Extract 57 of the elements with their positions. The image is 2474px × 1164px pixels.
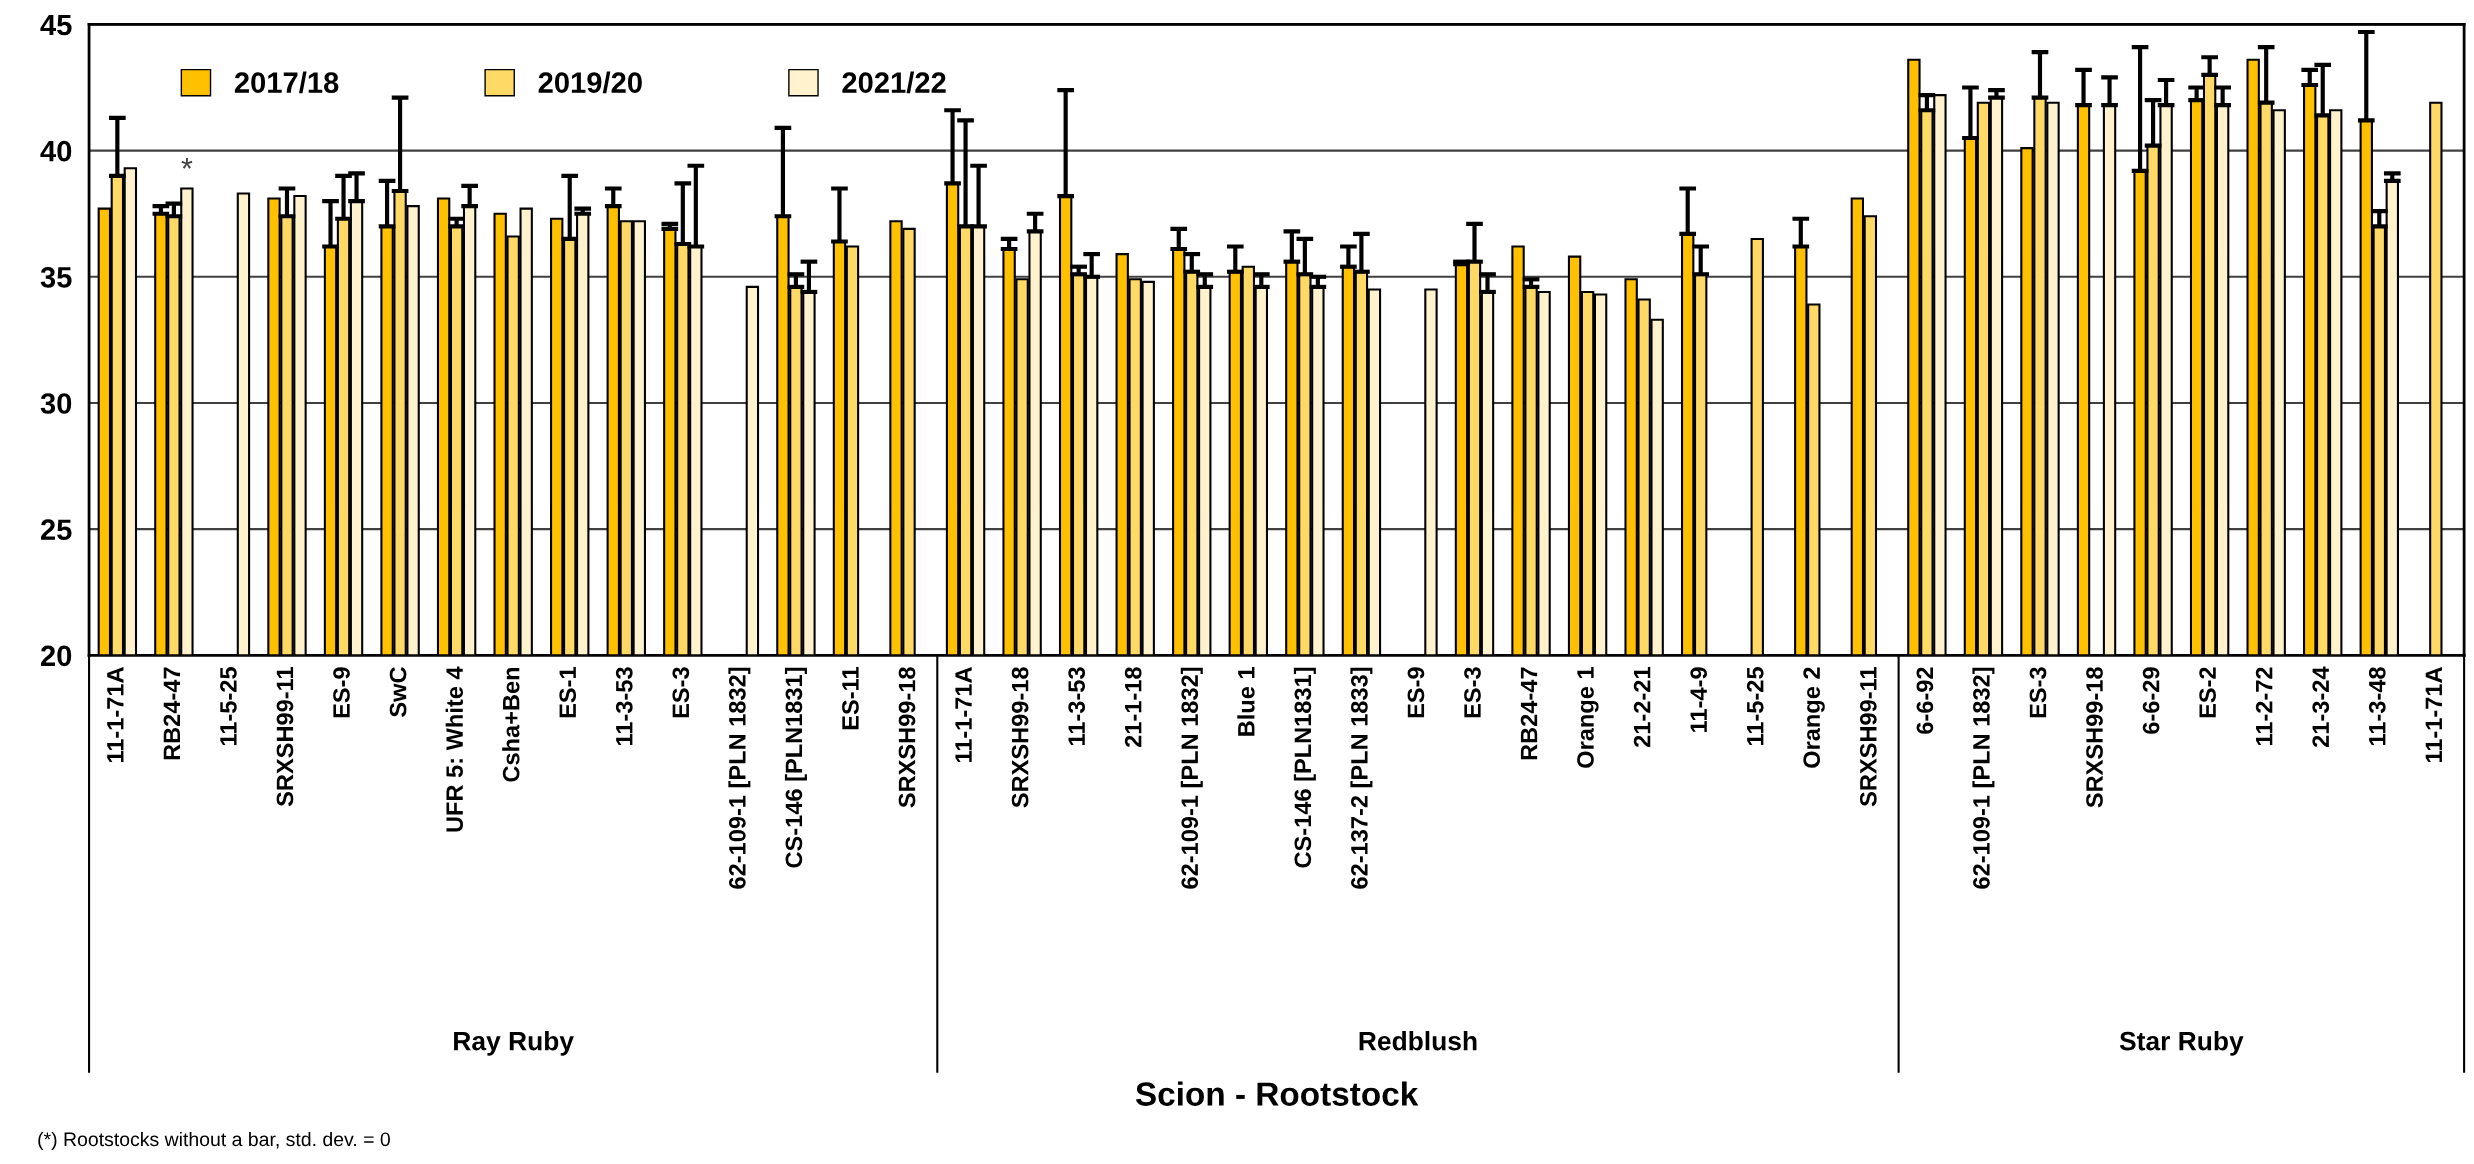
- x-tick-label: 62-109-1 [PLN 1832]: [1180, 667, 1203, 889]
- x-tick-label: SwC: [389, 667, 407, 717]
- x-tick-label: 62-109-1 [PLN 1832]: [1972, 667, 1995, 889]
- y-tick-label: 40: [40, 140, 72, 162]
- text: Star Ruby: [2119, 1031, 2244, 1056]
- x-tick-label: Csha+Ben: [502, 667, 520, 782]
- x-tick-label: SRXSH99-18: [898, 667, 916, 808]
- legend-label: 2019/20: [538, 71, 642, 94]
- x-tick-label: SRXSH99-11: [1859, 667, 1877, 807]
- y-tick-label: 35: [40, 267, 72, 288]
- x-tick-label: 11-2-72: [2255, 667, 2273, 746]
- x-tick-label: 21-2-21: [1633, 667, 1651, 747]
- x-tick-label: UFR 5: White 4: [445, 666, 463, 832]
- x-tick-label: ES-3: [672, 667, 690, 718]
- x-tick-label: ES-9: [333, 667, 350, 718]
- x-tick-label: RB24-47: [163, 667, 180, 760]
- x-tick-label: 11-1-71A: [955, 667, 972, 763]
- x-tick-label: 21-3-24: [2312, 666, 2330, 747]
- y-tick-label: 20: [40, 645, 72, 667]
- x-tick-label: ES-3: [1464, 667, 1481, 718]
- x-tick-label: 11-4-9: [1690, 667, 1708, 732]
- text: Redblush: [1359, 1031, 1477, 1051]
- y-tick-label: 45: [40, 14, 72, 36]
- x-tick-label: SRXSH99-18: [1011, 667, 1029, 808]
- legend-label: 2017/18: [234, 71, 339, 94]
- x-tick-label: 11-1-71A: [2425, 667, 2442, 763]
- x-tick-label: 11-1-71A: [107, 667, 124, 763]
- x-tick-label: ES-3: [2029, 667, 2047, 718]
- x-tick-label: 11-5-25: [1746, 667, 1764, 746]
- x-tick-label: 6-6-92: [1916, 667, 1934, 734]
- x-tick-label: SRXSH99-11: [276, 667, 294, 807]
- x-tick-label: ES-1: [559, 667, 577, 718]
- x-tick-label: RB24-47: [1520, 667, 1538, 760]
- x-tick-label: 11-3-53: [1068, 667, 1086, 746]
- text: (*) Rootstocks without a bar, std. dev. = 0: [38, 1131, 390, 1151]
- x-tick-label: SRXSH99-18: [2086, 667, 2103, 808]
- x-tick-label: 62-109-1 [PLN 1832]: [728, 667, 751, 889]
- y-tick-label: 30: [40, 393, 72, 414]
- x-tick-label: Orange 2: [1803, 667, 1825, 768]
- x-tick-label: Blue 1: [1237, 667, 1255, 736]
- x-tick-label: 6-6-29: [2142, 667, 2160, 734]
- x-tick-label: Orange 1: [1577, 667, 1599, 768]
- x-tick-label: ES-2: [2199, 667, 2216, 718]
- x-tick-label: 11-5-25: [220, 667, 237, 746]
- x-tick-label: 62-137-2 [PLN 1833]: [1350, 667, 1373, 889]
- x-tick-label: ES-9: [1407, 667, 1425, 718]
- x-tick-label: 11-3-53: [615, 667, 633, 746]
- text: Ray Ruby: [454, 1031, 574, 1056]
- x-tick-label: 21-1-18: [1124, 667, 1142, 747]
- y-tick-label: 25: [40, 519, 72, 541]
- x-tick-label: CS-146 [PLN1831]: [784, 667, 807, 868]
- text: Scion - Rootstock: [1135, 1081, 1419, 1106]
- x-tick-label: ES-11: [842, 667, 859, 730]
- annotation: *: [181, 157, 193, 169]
- legend-label: 2021/22: [842, 71, 946, 94]
- x-tick-label: 11-3-48: [2368, 667, 2386, 746]
- x-tick-label: CS-146 [PLN1831]: [1293, 667, 1316, 868]
